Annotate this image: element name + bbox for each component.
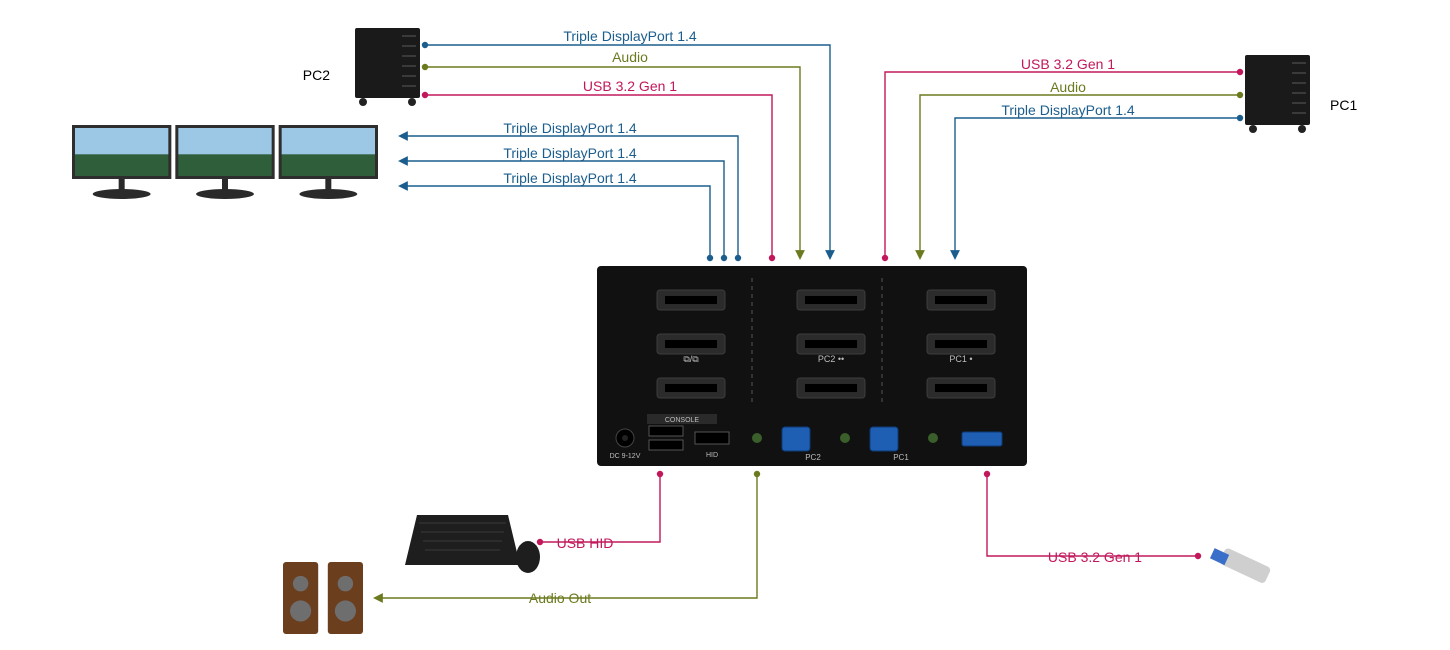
triple-monitors xyxy=(72,125,378,199)
usb-flash-drive xyxy=(1210,547,1272,584)
svg-text:HID: HID xyxy=(706,452,718,459)
label-usb_hid: USB HID xyxy=(557,535,614,551)
svg-text:PC2 ••: PC2 •• xyxy=(818,354,844,364)
svg-text:PC1 •: PC1 • xyxy=(949,354,972,364)
keyboard-mouse xyxy=(405,515,540,573)
svg-text:⧉/⧉: ⧉/⧉ xyxy=(683,354,699,364)
conn-pc1_usb xyxy=(885,72,1240,258)
svg-text:DC 9-12V: DC 9-12V xyxy=(610,453,641,460)
pc1-tower xyxy=(1245,55,1310,133)
svg-text:PC1: PC1 xyxy=(893,453,909,462)
conn-usb_hid xyxy=(540,474,660,542)
label-pc1_video: Triple DisplayPort 1.4 xyxy=(1001,102,1135,118)
conn-usb_per xyxy=(987,474,1198,556)
label-pc2: PC2 xyxy=(303,67,330,83)
pc2-tower xyxy=(355,28,420,106)
label-mon3: Triple DisplayPort 1.4 xyxy=(503,170,637,186)
label-pc2_usb: USB 3.2 Gen 1 xyxy=(583,78,677,94)
label-pc1_usb: USB 3.2 Gen 1 xyxy=(1021,56,1115,72)
label-mon2: Triple DisplayPort 1.4 xyxy=(503,145,637,161)
speakers xyxy=(283,562,363,634)
label-pc1: PC1 xyxy=(1330,97,1357,113)
svg-text:PC2: PC2 xyxy=(805,453,821,462)
label-audio_out: Audio Out xyxy=(529,590,591,606)
label-pc1_audio: Audio xyxy=(1050,79,1086,95)
conn-pc1_audio xyxy=(920,95,1240,258)
kvm-switch: ⧉/⧉ PC2 •• PC1 • DC 9-12V CONSOLE HID PC2 PC1 xyxy=(597,266,1027,466)
conn-mon3 xyxy=(400,186,710,258)
label-mon1: Triple DisplayPort 1.4 xyxy=(503,120,637,136)
label-usb_per: USB 3.2 Gen 1 xyxy=(1048,549,1142,565)
label-pc2_audio: Audio xyxy=(612,49,648,65)
kvm-connection-diagram: ⧉/⧉ PC2 •• PC1 • DC 9-12V CONSOLE HID PC2 PC1 T… xyxy=(0,0,1450,650)
svg-text:CONSOLE: CONSOLE xyxy=(665,417,700,424)
label-pc2_video: Triple DisplayPort 1.4 xyxy=(563,28,697,44)
conn-pc1_video xyxy=(955,118,1240,258)
